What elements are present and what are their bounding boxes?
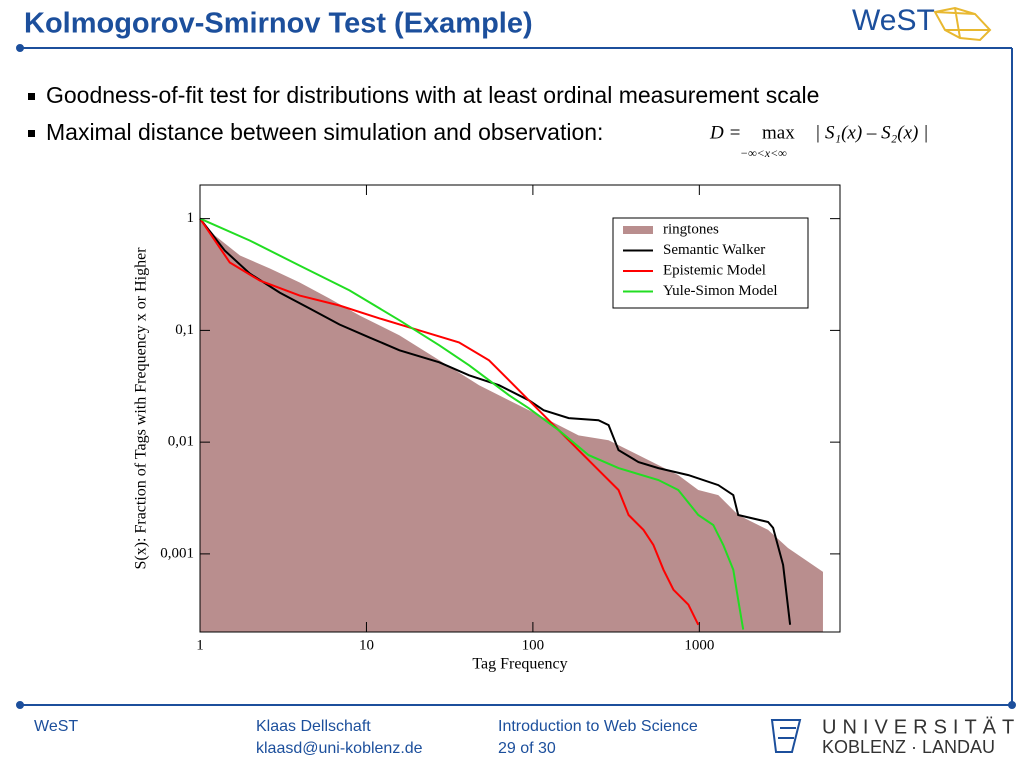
- legend-swatch: [623, 226, 653, 234]
- chart: 1 10 100 1000 1 0,1 0,01 0,001 Tag Frequency S(x)…: [133, 184, 841, 673]
- logo: WeST: [852, 4, 935, 37]
- footer-email: klaasd@uni-koblenz.de: [256, 740, 423, 757]
- line: [199, 218, 700, 626]
- formula-op: max: [762, 122, 795, 143]
- legend-label: Epistemic Model: [663, 262, 766, 278]
- area: [200, 218, 823, 632]
- line: [199, 217, 792, 625]
- y-axis-label: S(x): Fraction of Tags with Frequency x …: [133, 247, 150, 570]
- footer-left: WeST: [34, 718, 78, 735]
- slide-title: Kolmogorov-Smirnov Test (Example): [24, 8, 533, 40]
- legend-label: Semantic Walker: [663, 242, 765, 258]
- x-tick-label: 1000: [684, 637, 714, 653]
- frame: [16, 44, 1016, 709]
- formula-body: | S₁(x) – S₂(x) |: [815, 122, 928, 143]
- y-tick-label: 0,01: [168, 434, 194, 450]
- bullet-marker: [28, 93, 35, 100]
- y-tick-label: 0,001: [160, 545, 194, 561]
- legend-label: Yule-Simon Model: [663, 283, 778, 299]
- plot-frame: [199, 184, 841, 633]
- legend-label: ringtones: [663, 221, 719, 237]
- line: [199, 217, 745, 630]
- x-tick-label: 1: [196, 637, 204, 653]
- bullet: Goodness-of-fit test for distributions w…: [46, 82, 819, 108]
- formula-under: −∞<x<∞: [740, 146, 787, 160]
- campus: KOBLENZ · LANDAU: [822, 737, 995, 757]
- y-tick-label: 0,1: [175, 322, 194, 338]
- university: UNIVERSITÄT: [822, 716, 1020, 738]
- bullet-marker: [28, 130, 35, 137]
- footer-page: 29 of 30: [498, 740, 556, 757]
- university-logo-mark: [770, 719, 802, 753]
- footer-author: Klaas Dellschaft: [256, 718, 371, 735]
- logo-graphic: [933, 6, 992, 42]
- x-axis-label: Tag Frequency: [472, 656, 567, 673]
- footer-course: Introduction to Web Science: [498, 718, 698, 735]
- x-tick-label: 10: [359, 637, 374, 653]
- formula-lhs: D =: [709, 122, 741, 143]
- y-tick-label: 1: [187, 210, 195, 226]
- x-tick-label: 100: [522, 637, 545, 653]
- bullet: Maximal distance between simulation and …: [46, 119, 603, 145]
